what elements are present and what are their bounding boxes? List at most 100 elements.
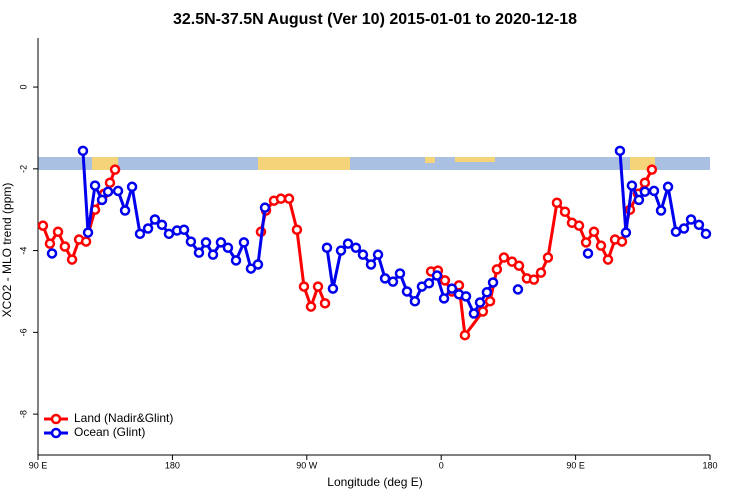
data-point bbox=[459, 329, 471, 341]
data-point bbox=[319, 298, 331, 309]
data-point bbox=[178, 224, 190, 235]
x-tick-label: 0 bbox=[439, 460, 444, 470]
data-point bbox=[312, 281, 324, 292]
data-point bbox=[142, 223, 154, 234]
y-tick-label: -2 bbox=[18, 165, 28, 173]
data-point bbox=[626, 180, 638, 191]
data-point bbox=[693, 219, 705, 231]
data-point bbox=[80, 236, 92, 247]
data-point bbox=[498, 252, 510, 263]
data-point bbox=[602, 254, 614, 265]
data-point bbox=[163, 228, 175, 240]
data-point bbox=[365, 259, 377, 270]
data-point bbox=[89, 180, 101, 191]
data-point bbox=[487, 277, 499, 288]
data-point bbox=[639, 186, 651, 197]
data-point bbox=[431, 270, 443, 281]
data-point bbox=[639, 177, 651, 188]
data-point bbox=[357, 249, 369, 260]
data-point bbox=[573, 220, 585, 231]
x-tick-label: 90 W bbox=[296, 460, 318, 470]
data-point bbox=[134, 228, 146, 240]
data-point bbox=[126, 181, 138, 193]
data-point bbox=[372, 249, 384, 260]
chart-title: 32.5N-37.5N August (Ver 10) 2015-01-01 t… bbox=[173, 11, 577, 28]
data-point bbox=[96, 194, 108, 206]
y-tick-label: -8 bbox=[18, 410, 28, 418]
data-point bbox=[335, 245, 347, 256]
y-axis-label: XCO2 - MLO trend (ppm) bbox=[0, 183, 14, 318]
data-point bbox=[528, 274, 540, 285]
data-point bbox=[77, 145, 89, 157]
y-tick-label: 0 bbox=[18, 85, 28, 90]
x-tick-label: 90 E bbox=[566, 460, 585, 470]
land-strip bbox=[425, 157, 435, 163]
data-point bbox=[59, 241, 71, 252]
data-point bbox=[559, 206, 571, 217]
data-point bbox=[438, 293, 450, 304]
data-point bbox=[104, 177, 116, 188]
data-point bbox=[102, 186, 114, 197]
data-point bbox=[513, 260, 525, 271]
data-point bbox=[222, 242, 234, 253]
data-point bbox=[484, 296, 496, 307]
data-point bbox=[387, 276, 399, 287]
map-strip bbox=[38, 157, 710, 170]
data-point bbox=[460, 291, 472, 302]
data-point bbox=[535, 267, 547, 278]
data-point bbox=[582, 248, 594, 259]
data-point bbox=[291, 224, 303, 235]
data-point bbox=[670, 226, 682, 238]
data-point bbox=[446, 283, 458, 294]
data-point bbox=[481, 287, 493, 298]
data-point bbox=[588, 226, 600, 238]
data-point bbox=[580, 237, 592, 248]
data-point bbox=[109, 164, 121, 175]
data-point bbox=[193, 247, 205, 258]
data-point bbox=[633, 194, 645, 206]
data-point bbox=[616, 236, 628, 247]
data-point bbox=[512, 284, 524, 295]
data-point bbox=[614, 145, 626, 157]
ocean-strip bbox=[38, 157, 710, 170]
data-point bbox=[401, 286, 413, 297]
data-point bbox=[37, 220, 49, 231]
data-point bbox=[646, 164, 658, 175]
data-point bbox=[119, 205, 131, 216]
data-point bbox=[215, 237, 227, 248]
data-point bbox=[620, 227, 632, 238]
legend-label: Ocean (Glint) bbox=[74, 425, 145, 439]
data-point bbox=[112, 185, 124, 197]
data-point bbox=[491, 264, 503, 275]
y-tick-label: -6 bbox=[18, 328, 28, 336]
data-point bbox=[648, 185, 660, 197]
data-point bbox=[551, 197, 563, 209]
data-point bbox=[275, 193, 287, 204]
data-point bbox=[200, 237, 212, 248]
data-point bbox=[252, 259, 264, 270]
x-tick-label: 180 bbox=[165, 460, 180, 470]
data-point bbox=[685, 214, 697, 225]
data-point bbox=[350, 242, 362, 253]
data-point bbox=[477, 306, 489, 317]
data-point bbox=[678, 223, 690, 234]
data-point bbox=[156, 219, 168, 231]
data-point bbox=[149, 214, 161, 225]
data-point bbox=[185, 236, 197, 247]
data-point bbox=[700, 228, 712, 240]
data-point bbox=[207, 249, 219, 260]
data-point bbox=[259, 202, 271, 213]
data-point bbox=[82, 227, 94, 238]
land-strip bbox=[455, 157, 495, 162]
x-tick-label: 90 E bbox=[29, 460, 48, 470]
data-point bbox=[468, 308, 480, 319]
legend-label: Land (Nadir&Glint) bbox=[74, 411, 173, 425]
data-point bbox=[298, 281, 310, 292]
data-point bbox=[595, 240, 607, 251]
data-point bbox=[394, 268, 406, 279]
data-point bbox=[342, 238, 354, 249]
x-tick-label: 180 bbox=[702, 460, 717, 470]
x-axis-label: Longitude (deg E) bbox=[327, 475, 422, 489]
y-tick-label: -4 bbox=[18, 247, 28, 255]
data-point bbox=[305, 301, 317, 312]
